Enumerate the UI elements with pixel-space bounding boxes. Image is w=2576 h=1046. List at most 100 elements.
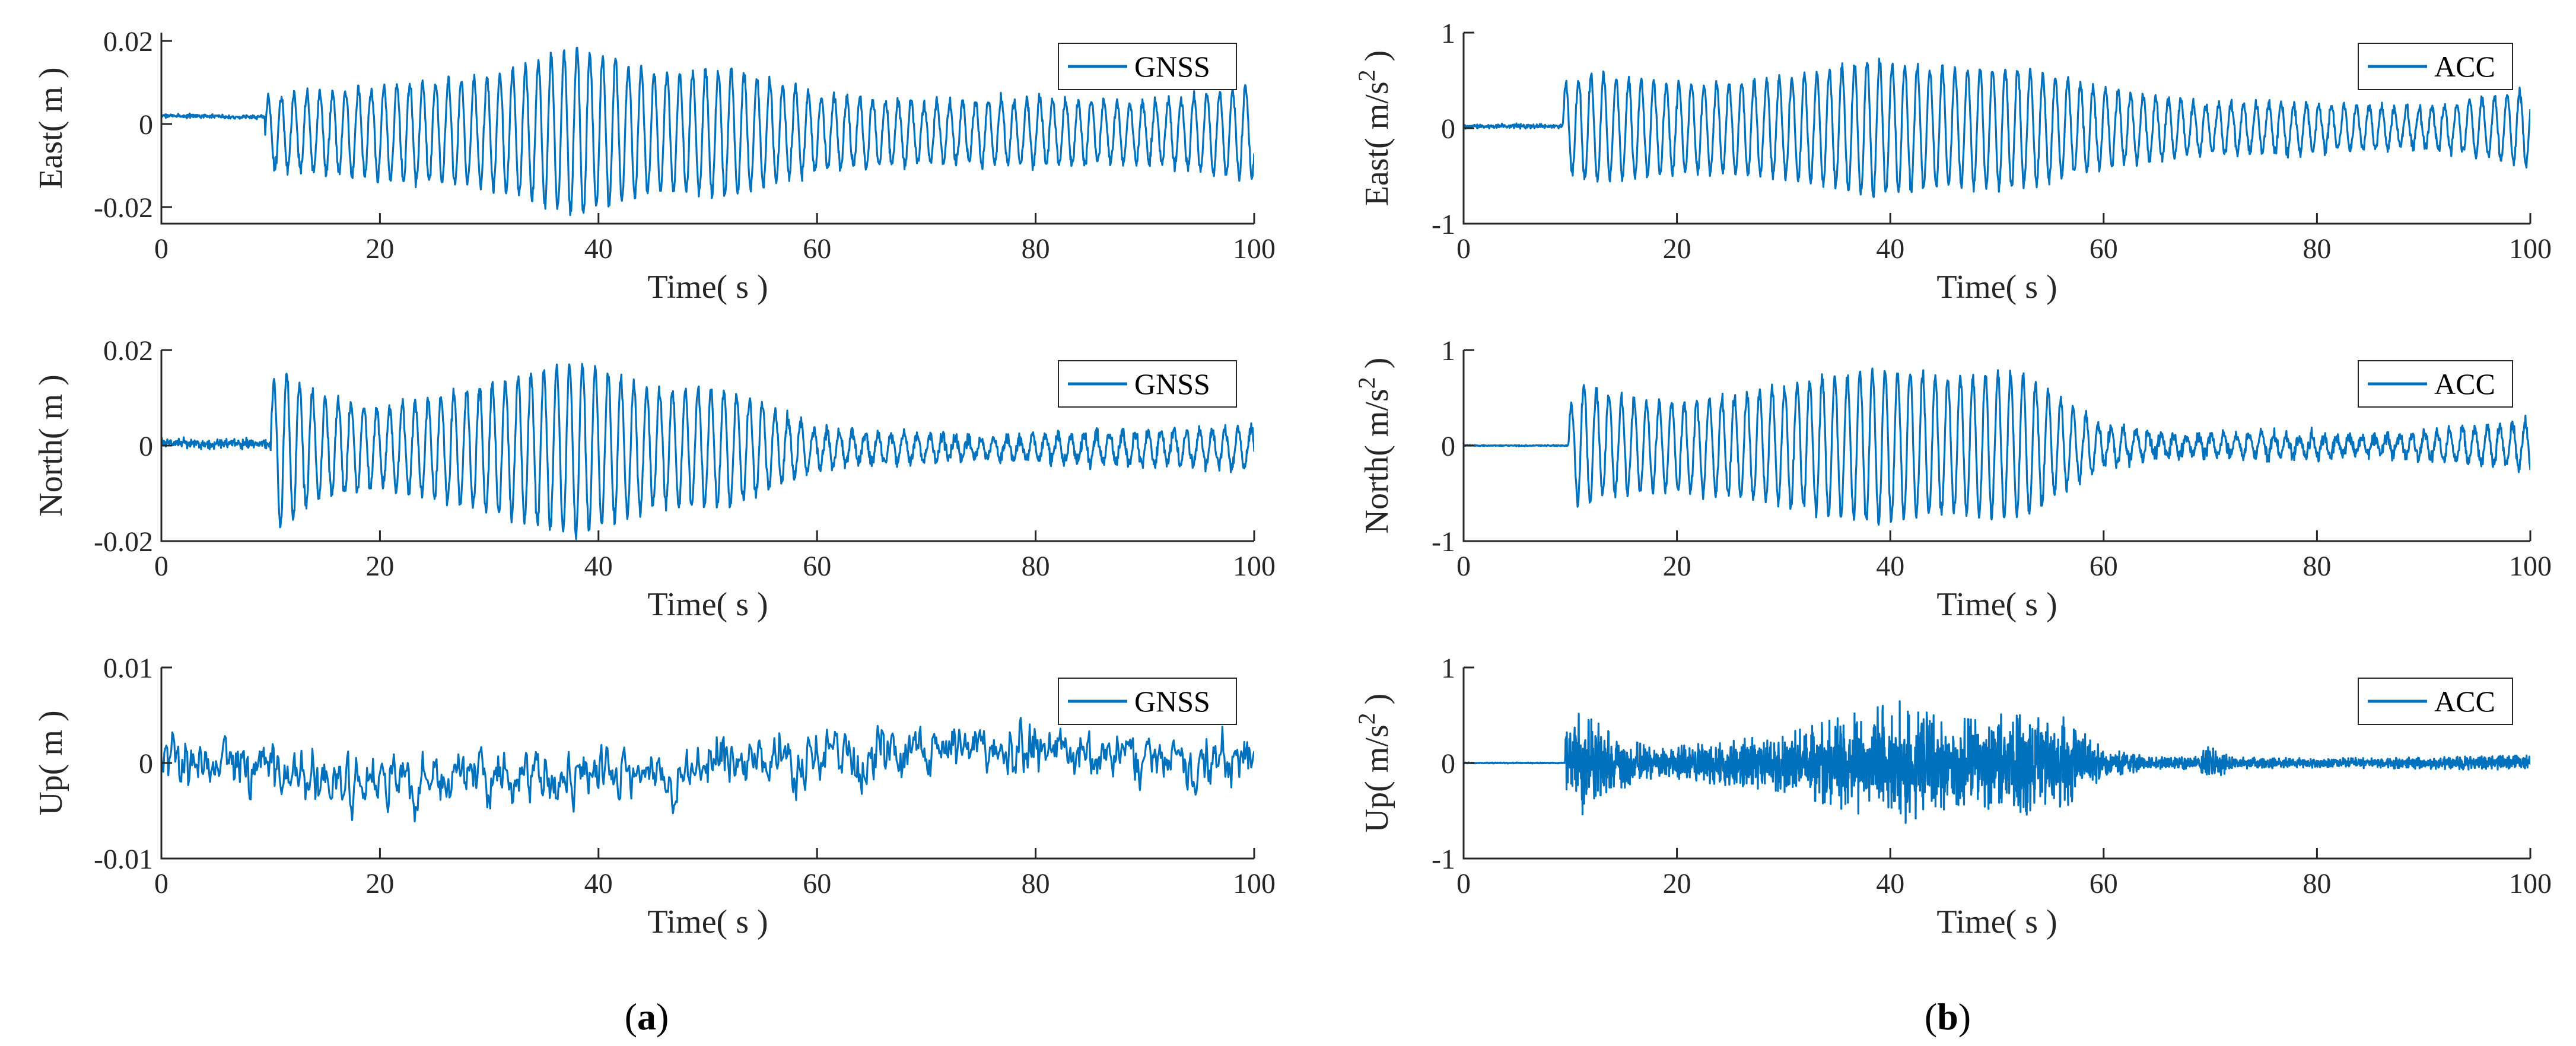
x-tick-label: 80 [2303, 868, 2331, 899]
x-tick-label: 80 [1022, 551, 1050, 582]
y-axis-label: East( m/s2 ) [1353, 50, 1395, 206]
legend-label: ACC [2434, 367, 2495, 400]
x-axis-label: Time( s ) [647, 586, 768, 623]
x-tick-label: 20 [1663, 233, 1691, 265]
x-axis-label: Time( s ) [1936, 904, 2057, 940]
x-tick-label: 60 [2090, 233, 2118, 265]
legend-acc-up: ACC [2358, 678, 2513, 725]
y-tick-label: 0 [1441, 748, 1455, 780]
x-tick-label: 40 [584, 868, 613, 899]
y-axis-label-tail: ) [1359, 50, 1395, 70]
y-axis-label-main: North( m/s [1359, 389, 1395, 533]
legend-label: GNSS [1134, 685, 1210, 718]
x-tick-label: 0 [1456, 868, 1471, 899]
x-tick-label: 100 [2509, 868, 2552, 899]
y-axis-label-sup: 2 [1353, 713, 1380, 724]
x-tick-label: 40 [584, 551, 613, 582]
y-axis-label: Up( m ) [33, 710, 69, 815]
legend-acc-east: ACC [2358, 43, 2513, 90]
y-tick-label: -0.02 [94, 192, 153, 224]
y-tick-label: 1 [1441, 653, 1455, 684]
caption-a-open: ( [625, 996, 637, 1038]
legend-label: ACC [2434, 50, 2495, 83]
y-axis-label: East( m ) [33, 67, 69, 189]
x-tick-label: 20 [365, 233, 394, 265]
y-axis-label-main: Up( m/s [1359, 724, 1395, 832]
x-tick-label: 100 [1233, 551, 1276, 582]
caption-a: (a) [625, 996, 669, 1038]
x-tick-label: 60 [803, 551, 831, 582]
x-tick-label: 80 [1022, 233, 1050, 265]
x-tick-label: 100 [2509, 233, 2552, 265]
x-axis-label: Time( s ) [647, 904, 768, 940]
legend-label: GNSS [1134, 367, 1210, 400]
x-tick-label: 40 [1876, 551, 1904, 582]
y-axis-label-main: East( m/s [1359, 81, 1395, 206]
y-tick-label: -1 [1432, 844, 1455, 875]
x-tick-label: 20 [1663, 551, 1691, 582]
y-tick-label: 0.01 [103, 653, 153, 684]
legend-label: GNSS [1134, 50, 1210, 83]
caption-a-letter: a [637, 996, 656, 1038]
x-tick-label: 80 [1022, 868, 1050, 899]
x-tick-label: 60 [2090, 551, 2118, 582]
x-tick-label: 0 [1456, 233, 1471, 265]
y-tick-label: 1 [1441, 18, 1455, 49]
legend-acc-north: ACC [2358, 360, 2513, 408]
x-tick-label: 60 [803, 868, 831, 899]
caption-b-letter: b [1937, 996, 1958, 1038]
y-tick-label: -0.01 [94, 844, 153, 875]
x-axis-label: Time( s ) [1936, 586, 2057, 623]
x-tick-label: 0 [1456, 551, 1471, 582]
series-line-acc-up [1464, 700, 2530, 824]
x-tick-label: 20 [365, 868, 394, 899]
y-tick-label: 1 [1441, 335, 1455, 367]
x-tick-label: 20 [365, 551, 394, 582]
x-tick-label: 60 [2090, 868, 2118, 899]
y-tick-label: 0 [1441, 431, 1455, 462]
y-tick-label: 0.02 [103, 26, 153, 58]
x-tick-label: 0 [154, 551, 168, 582]
x-tick-label: 60 [803, 233, 831, 265]
y-tick-label: -1 [1432, 209, 1455, 240]
y-axis-label-main: North( m ) [33, 374, 69, 517]
x-tick-label: 80 [2303, 233, 2331, 265]
y-tick-label: -0.02 [94, 526, 153, 558]
x-tick-label: 100 [2509, 551, 2552, 582]
y-axis-label: North( m ) [33, 374, 69, 517]
x-tick-label: 20 [1663, 868, 1691, 899]
y-axis-label: Up( m/s2 ) [1353, 694, 1395, 833]
caption-b: (b) [1925, 996, 1971, 1038]
x-axis-label: Time( s ) [647, 269, 768, 306]
y-tick-label: -1 [1432, 526, 1455, 558]
series-line-gnss-north [161, 363, 1254, 541]
x-axis-label: Time( s ) [1936, 269, 2057, 306]
series-line-acc-east [1464, 58, 2530, 198]
y-axis-label-sup: 2 [1353, 377, 1380, 389]
x-tick-label: 100 [1233, 233, 1276, 265]
y-tick-label: 0 [139, 431, 153, 462]
legend-gnss-east: GNSS [1058, 43, 1237, 90]
x-tick-label: 40 [584, 233, 613, 265]
legend-gnss-up: GNSS [1058, 678, 1237, 725]
legend-label: ACC [2434, 685, 2495, 718]
y-axis-label-sup: 2 [1353, 69, 1380, 81]
series-line-acc-north [1464, 367, 2530, 526]
x-tick-label: 0 [154, 233, 168, 265]
series-line-gnss-up [161, 717, 1254, 822]
legend-gnss-north: GNSS [1058, 360, 1237, 408]
x-tick-label: 80 [2303, 551, 2331, 582]
y-axis-label-tail: ) [1359, 694, 1395, 713]
y-tick-label: 0 [139, 109, 153, 141]
y-axis-label: North( m/s2 ) [1353, 358, 1395, 534]
y-axis-label-tail: ) [1359, 358, 1395, 377]
x-tick-label: 100 [1233, 868, 1276, 899]
